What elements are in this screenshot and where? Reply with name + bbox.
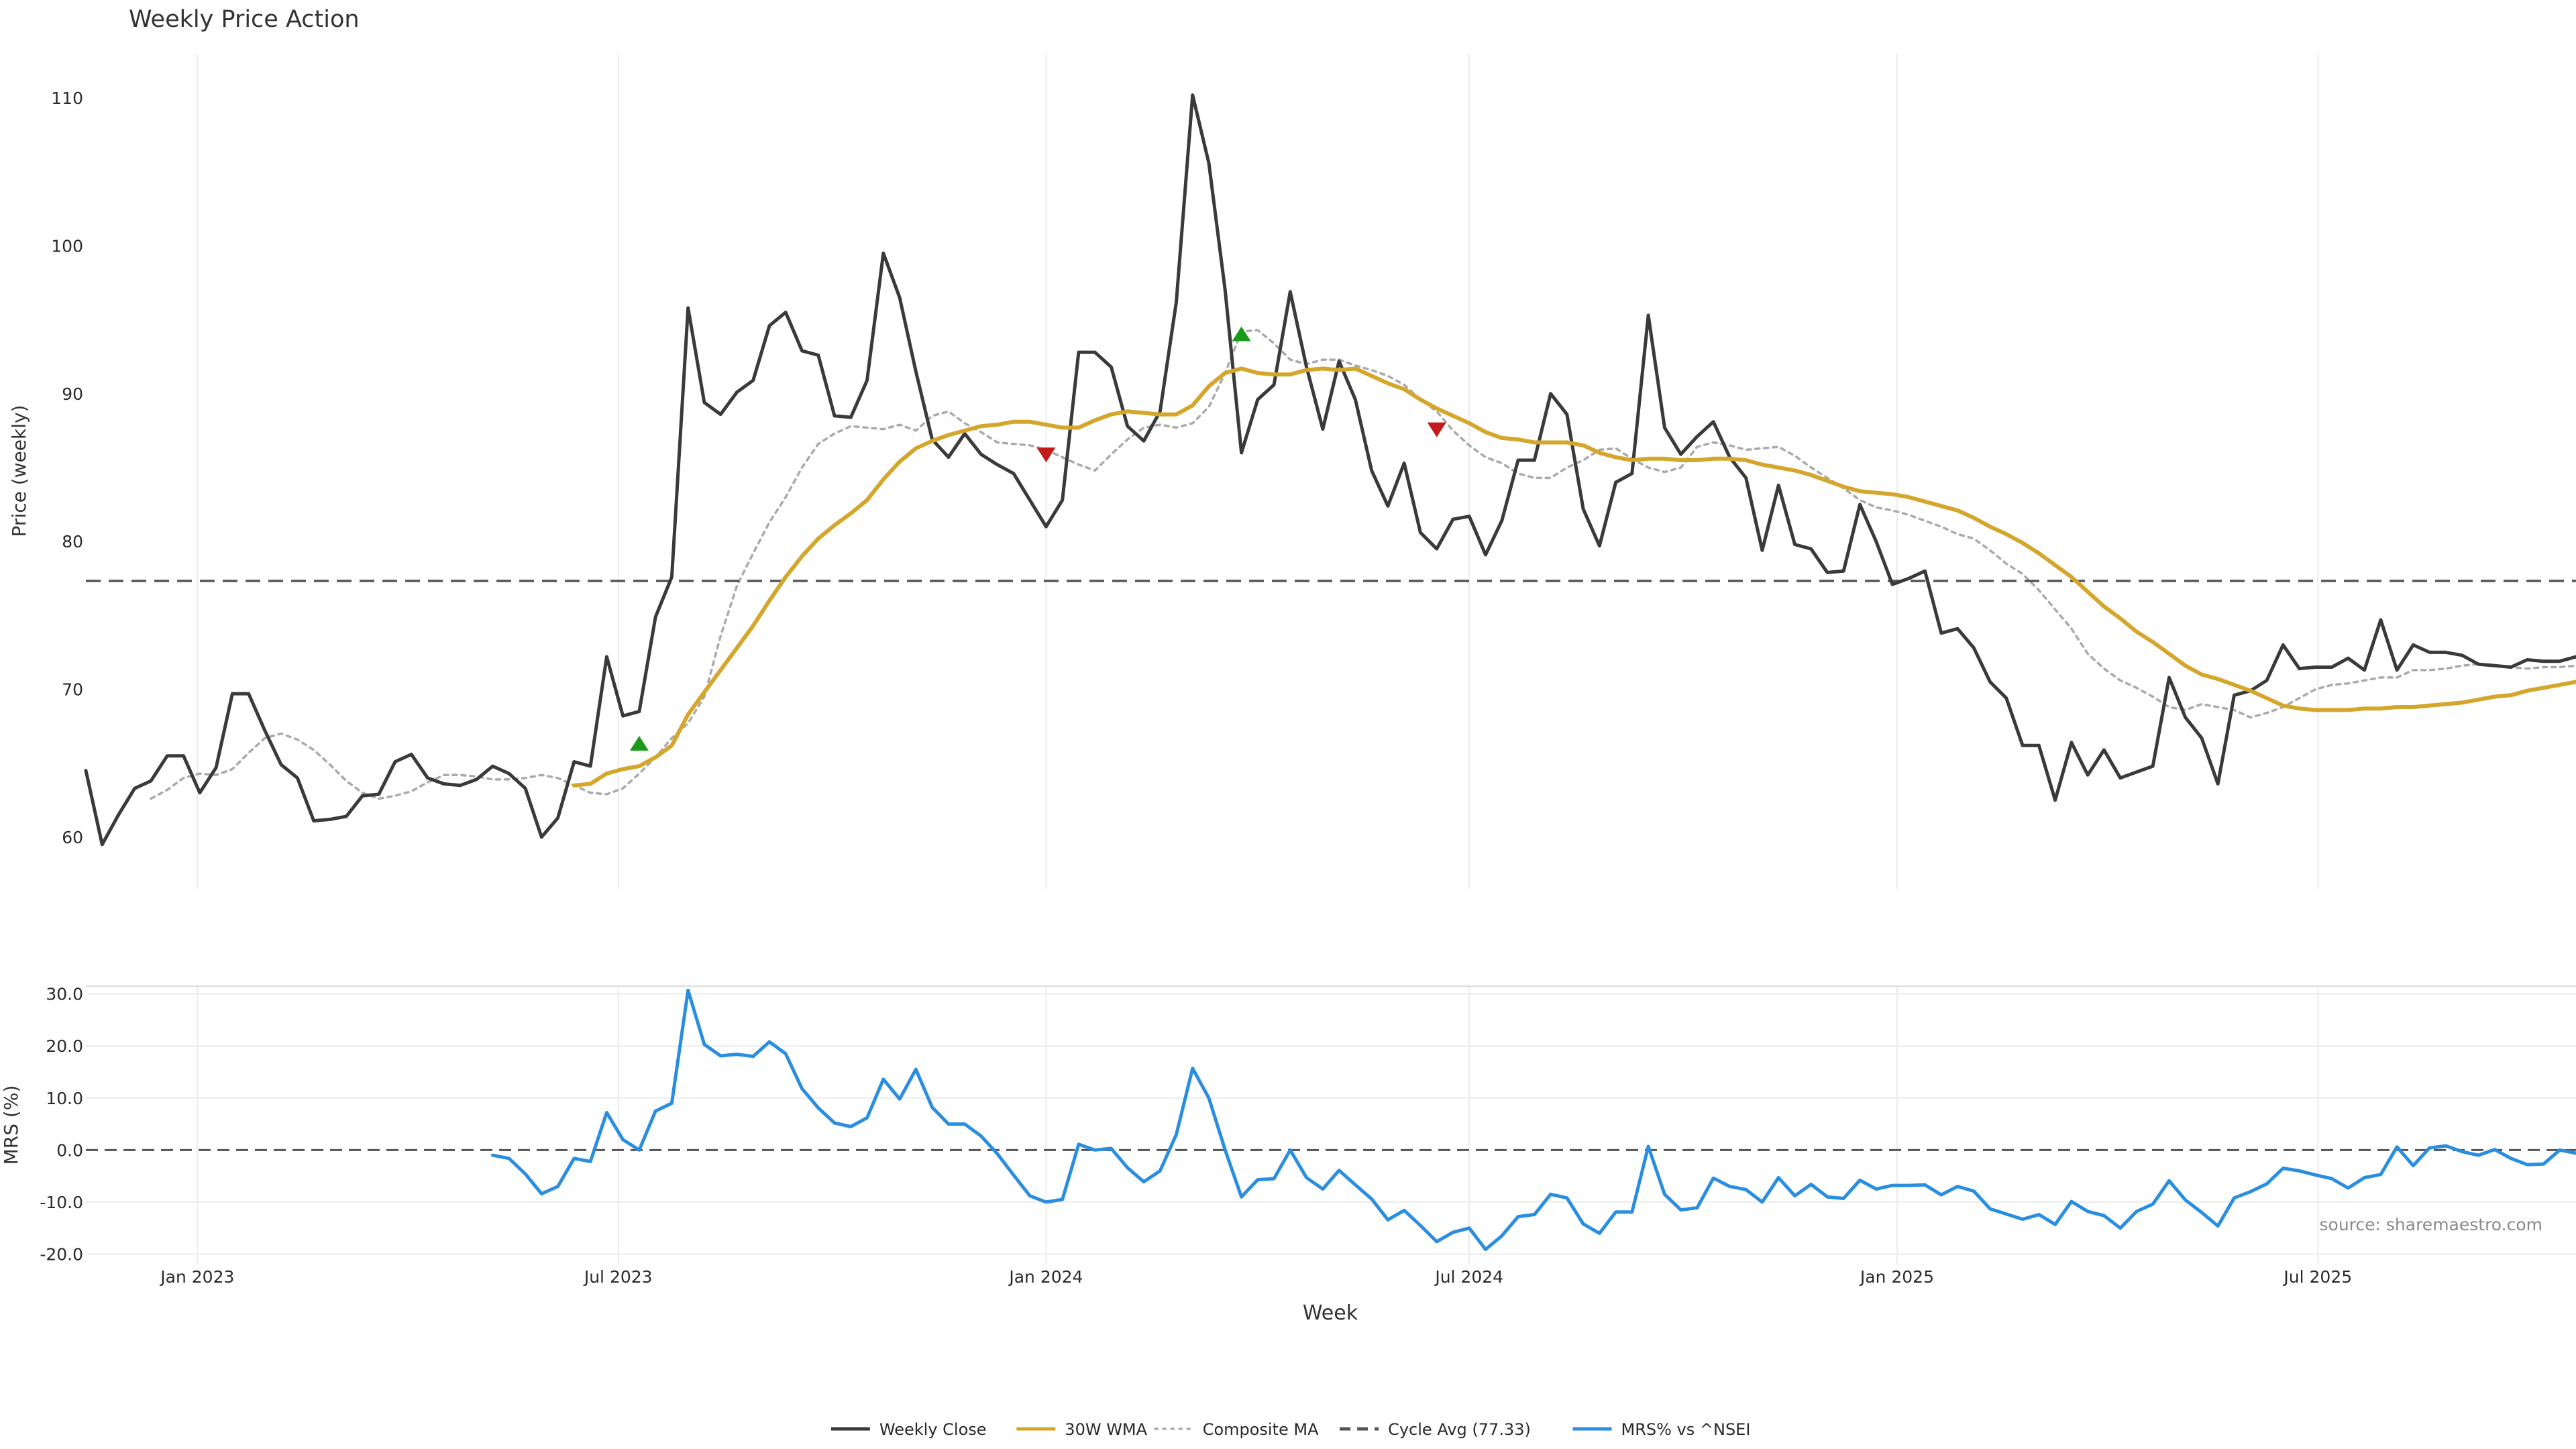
mrs-y-axis-title: MRS (%) <box>0 1085 22 1165</box>
mrs-series-group <box>491 988 2576 1251</box>
price-y-axis-title: Price (weekly) <box>8 405 30 537</box>
mrs-gridlines <box>86 985 2576 1265</box>
mrs-y-tick-label: 10.0 <box>46 1089 83 1108</box>
source-note: source: sharemaestro.com <box>2320 1215 2543 1234</box>
sell-signal-marker <box>1036 447 1056 463</box>
price-y-tick-label: 100 <box>51 236 83 256</box>
buy-signal-marker <box>1232 326 1251 341</box>
sell-signal-marker <box>1427 422 1446 437</box>
x-tick-label: Jul 2025 <box>2282 1267 2352 1287</box>
mrs-line <box>491 988 2576 1251</box>
price-y-tick-label: 80 <box>62 532 83 551</box>
mrs-y-tick-label: 20.0 <box>46 1036 83 1056</box>
mrs-y-axis: -20.0 -10.0 0.0 10.0 20.0 30.0 <box>40 985 83 1265</box>
mrs-y-tick-label: -20.0 <box>40 1244 83 1264</box>
composite-ma-line <box>150 329 2576 800</box>
legend-label-mrs-vs-nsei: MRS% vs ^NSEI <box>1621 1420 1751 1439</box>
price-y-tick-label: 70 <box>62 680 83 700</box>
legend-label-cycle-avg-77-33: Cycle Avg (77.33) <box>1388 1420 1531 1439</box>
price-gridlines <box>197 54 2319 889</box>
mrs-y-tick-label: 0.0 <box>56 1140 83 1160</box>
30w-wma-line <box>572 366 2576 788</box>
x-tick-label: Jul 2023 <box>583 1267 653 1287</box>
x-tick-label: Jan 2024 <box>1008 1267 1083 1287</box>
signal-markers <box>629 326 1446 751</box>
price-y-tick-label: 110 <box>51 89 83 108</box>
price-y-tick-label: 90 <box>62 384 83 404</box>
price-y-tick-label: 60 <box>62 828 83 847</box>
x-axis-title: Week <box>1303 1301 1358 1325</box>
mrs-y-tick-label: -10.0 <box>40 1193 83 1212</box>
weekly-close-line <box>84 93 2576 847</box>
x-tick-label: Jul 2024 <box>1434 1267 1503 1287</box>
x-tick-label: Jan 2025 <box>1859 1267 1934 1287</box>
price-y-axis: 60 70 80 90 100 110 <box>51 89 83 847</box>
x-axis: Jan 2023 Jul 2023 Jan 2024 Jul 2024 Jan 2025… <box>159 1267 2352 1287</box>
chart-title: Weekly Price Action <box>129 6 360 33</box>
mrs-y-tick-label: 30.0 <box>46 985 83 1004</box>
x-tick-label: Jan 2023 <box>159 1267 234 1287</box>
legend-label-composite-ma: Composite MA <box>1203 1420 1319 1439</box>
legend-label-weekly-close: Weekly Close <box>879 1420 987 1439</box>
legend-label-30w-wma: 30W WMA <box>1065 1420 1147 1439</box>
price-series-group <box>84 93 2576 847</box>
legend: Weekly Close 30W WMA Composite MA Cycle Avg… <box>830 1420 1751 1439</box>
buy-signal-marker <box>629 736 649 751</box>
